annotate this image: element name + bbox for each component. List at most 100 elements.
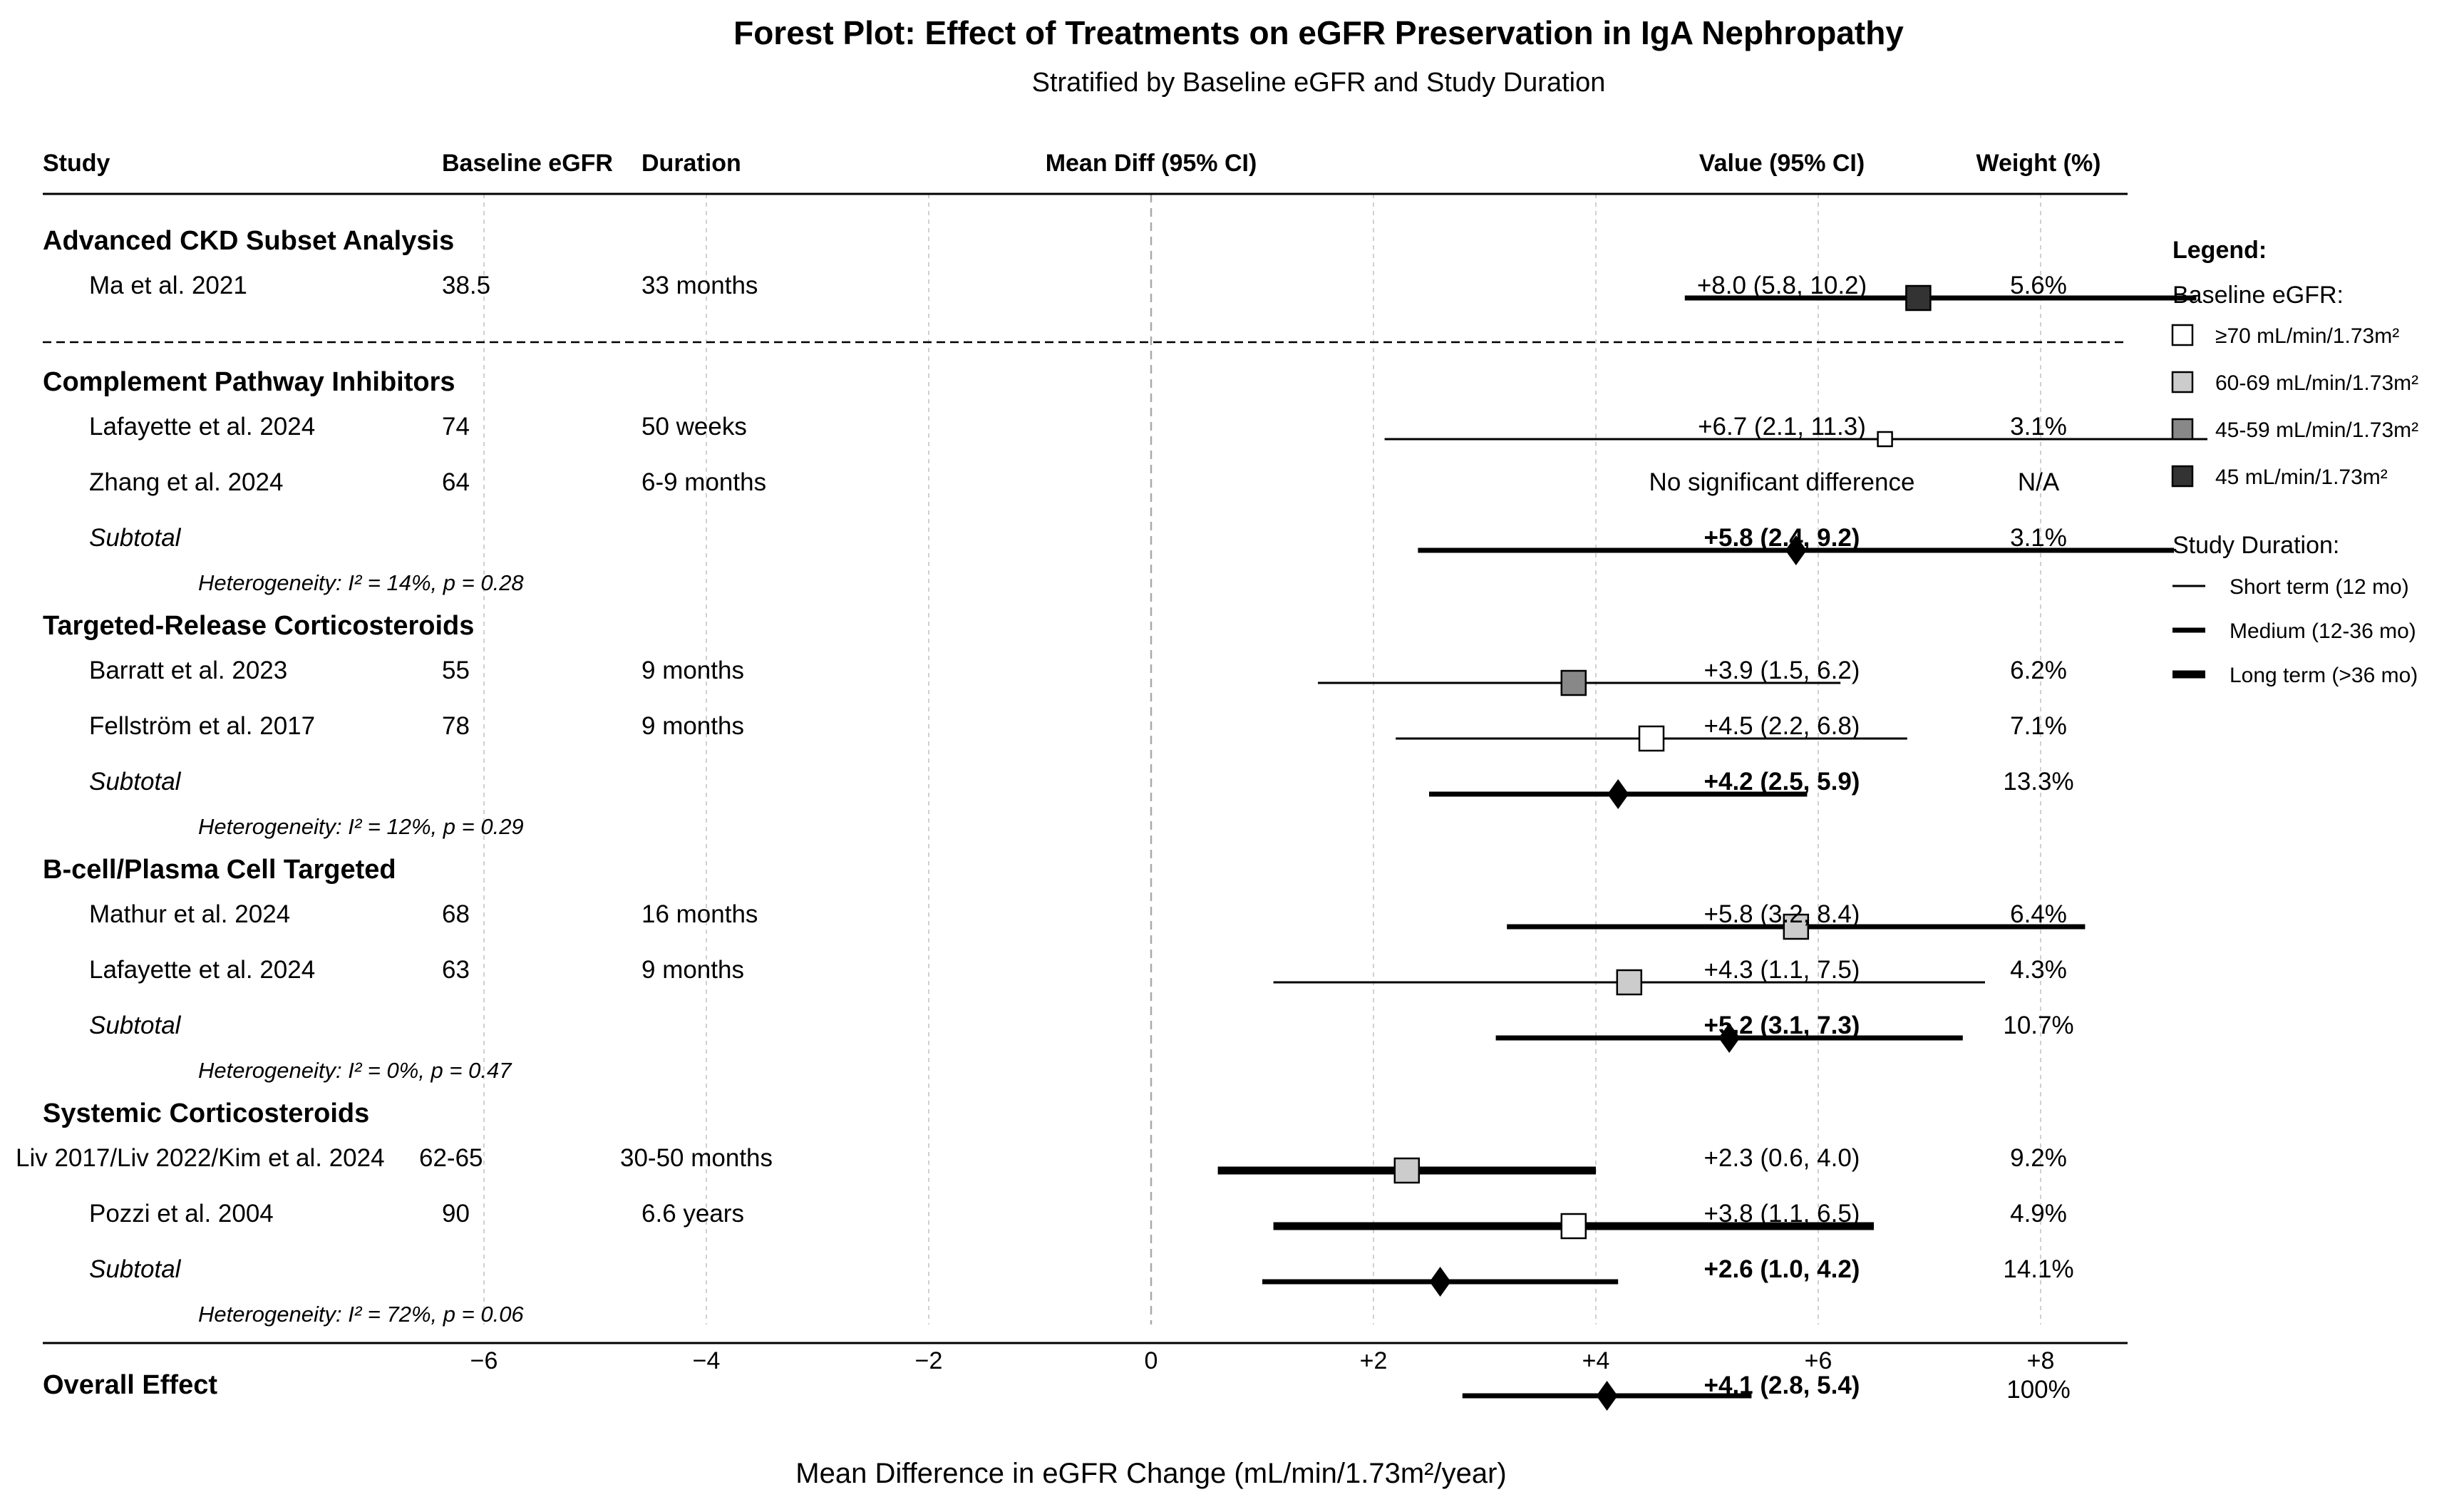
study-duration: 33 months xyxy=(641,272,758,299)
subtotal-label: Subtotal xyxy=(89,768,182,796)
baseline-egfr: 64 xyxy=(442,468,470,496)
study-estimate-marker xyxy=(1905,284,1932,312)
study-estimate-marker xyxy=(1877,431,1893,448)
subtotal-label: Subtotal xyxy=(89,1012,182,1039)
study-weight: 6.2% xyxy=(2010,657,2067,684)
legend-duration-label: Short term (12 mo) xyxy=(2230,575,2409,599)
subtotal-diamond xyxy=(1718,1023,1741,1053)
study-name: Lafayette et al. 2024 xyxy=(89,413,315,441)
x-tick-label: 0 xyxy=(1145,1347,1158,1374)
heterogeneity-text: Heterogeneity: I² = 12%, p = 0.29 xyxy=(198,814,524,839)
effect-value: No significant difference xyxy=(1649,468,1915,496)
header-baseline: Baseline eGFR xyxy=(442,150,613,177)
baseline-egfr: 74 xyxy=(442,413,470,441)
group-title: Targeted-Release Corticosteroids xyxy=(43,611,474,641)
baseline-egfr: 90 xyxy=(442,1200,470,1228)
heterogeneity-text: Heterogeneity: I² = 14%, p = 0.28 xyxy=(198,570,524,595)
subtotal-value: +5.8 (2.4, 9.2) xyxy=(1704,524,1860,552)
study-name: Ma et al. 2021 xyxy=(89,272,247,299)
x-tick-label: +8 xyxy=(2027,1347,2055,1374)
study-estimate-marker xyxy=(1393,1157,1421,1184)
x-tick-label: +6 xyxy=(1805,1347,1832,1374)
x-tick-label: −6 xyxy=(470,1347,498,1374)
baseline-egfr: 78 xyxy=(442,712,470,740)
subtotal-value: +4.2 (2.5, 5.9) xyxy=(1704,768,1860,796)
subtotal-diamond xyxy=(1607,779,1629,809)
group-title: B-cell/Plasma Cell Targeted xyxy=(43,855,396,885)
subtotal-value: +2.6 (1.0, 4.2) xyxy=(1704,1255,1860,1283)
effect-value: +5.8 (3.2, 8.4) xyxy=(1704,900,1860,928)
overall-label: Overall Effect xyxy=(43,1370,217,1400)
study-weight: 4.3% xyxy=(2010,956,2067,984)
x-tick-label: +4 xyxy=(1582,1347,1610,1374)
study-name: Pozzi et al. 2004 xyxy=(89,1200,274,1228)
study-estimate-marker xyxy=(1638,725,1665,752)
study-estimate-marker xyxy=(1616,969,1643,996)
legend-title: Legend: xyxy=(2172,237,2267,264)
subtotal-label: Subtotal xyxy=(89,1255,182,1283)
subtotal-weight: 14.1% xyxy=(2003,1255,2073,1283)
x-tick-label: −2 xyxy=(915,1347,943,1374)
study-weight: 3.1% xyxy=(2010,413,2067,441)
study-weight: 5.6% xyxy=(2010,272,2067,299)
study-weight: 9.2% xyxy=(2010,1144,2067,1172)
effect-value: +4.5 (2.2, 6.8) xyxy=(1704,712,1860,740)
chart-subtitle: Stratified by Baseline eGFR and Study Du… xyxy=(1032,68,1606,98)
subtotal-label: Subtotal xyxy=(89,524,182,552)
legend-swatch xyxy=(2171,465,2194,488)
legend-baseline-label: 45 mL/min/1.73m² xyxy=(2215,465,2388,489)
legend-duration-title: Study Duration: xyxy=(2172,532,2339,559)
baseline-egfr: 68 xyxy=(442,900,470,928)
legend-swatch xyxy=(2171,324,2194,346)
subtotal-value: +5.2 (3.1, 7.3) xyxy=(1704,1012,1860,1039)
baseline-egfr: 63 xyxy=(442,956,470,984)
study-duration: 6-9 months xyxy=(641,468,766,496)
baseline-egfr: 38.5 xyxy=(442,272,490,299)
legend-baseline-label: 60-69 mL/min/1.73m² xyxy=(2215,371,2418,395)
subtotal-diamond xyxy=(1429,1267,1451,1297)
legend-baseline-label: ≥70 mL/min/1.73m² xyxy=(2215,324,2399,348)
x-tick-label: −4 xyxy=(693,1347,721,1374)
study-estimate-marker xyxy=(1560,669,1587,696)
study-duration: 9 months xyxy=(641,712,744,740)
legend-baseline-label: 45-59 mL/min/1.73m² xyxy=(2215,418,2418,442)
study-duration: 50 weeks xyxy=(641,413,747,441)
x-axis-label: Mean Difference in eGFR Change (mL/min/1… xyxy=(795,1458,1506,1489)
effect-value: +4.3 (1.1, 7.5) xyxy=(1704,956,1860,984)
heterogeneity-text: Heterogeneity: I² = 0%, p = 0.47 xyxy=(198,1058,512,1083)
study-weight: 4.9% xyxy=(2010,1200,2067,1228)
header-study: Study xyxy=(43,150,110,177)
study-duration: 30-50 months xyxy=(620,1144,773,1172)
baseline-egfr: 62-65 xyxy=(419,1144,483,1172)
header-mean-diff: Mean Diff (95% CI) xyxy=(1046,150,1257,177)
overall-diamond xyxy=(1596,1381,1618,1411)
header-value: Value (95% CI) xyxy=(1699,150,1865,177)
subtotal-weight: 3.1% xyxy=(2010,524,2067,552)
study-name: Zhang et al. 2024 xyxy=(89,468,283,496)
study-name: Fellström et al. 2017 xyxy=(89,712,315,740)
chart-title: Forest Plot: Effect of Treatments on eGF… xyxy=(733,14,1904,51)
legend-baseline-title: Baseline eGFR: xyxy=(2172,282,2344,309)
baseline-egfr: 55 xyxy=(442,657,470,684)
study-duration: 6.6 years xyxy=(641,1200,744,1228)
study-name: Liv 2017/Liv 2022/Kim et al. 2024 xyxy=(16,1144,385,1172)
x-tick-label: +2 xyxy=(1360,1347,1388,1374)
study-name: Mathur et al. 2024 xyxy=(89,900,290,928)
study-name: Lafayette et al. 2024 xyxy=(89,956,315,984)
study-name: Barratt et al. 2023 xyxy=(89,657,287,684)
legend-swatch xyxy=(2171,371,2194,393)
subtotal-weight: 13.3% xyxy=(2003,768,2073,796)
group-title: Complement Pathway Inhibitors xyxy=(43,367,455,397)
legend-duration-label: Medium (12-36 mo) xyxy=(2230,619,2416,643)
legend-duration-label: Long term (>36 mo) xyxy=(2230,664,2418,687)
effect-value: +3.9 (1.5, 6.2) xyxy=(1704,657,1860,684)
study-estimate-marker xyxy=(1783,913,1810,940)
study-weight: N/A xyxy=(2018,468,2060,496)
effect-value: +3.8 (1.1, 6.5) xyxy=(1704,1200,1860,1228)
effect-value: +6.7 (2.1, 11.3) xyxy=(1698,413,1866,441)
study-duration: 9 months xyxy=(641,657,744,684)
group-title: Advanced CKD Subset Analysis xyxy=(43,226,454,256)
heterogeneity-text: Heterogeneity: I² = 72%, p = 0.06 xyxy=(198,1302,524,1327)
study-duration: 9 months xyxy=(641,956,744,984)
study-weight: 6.4% xyxy=(2010,900,2067,928)
